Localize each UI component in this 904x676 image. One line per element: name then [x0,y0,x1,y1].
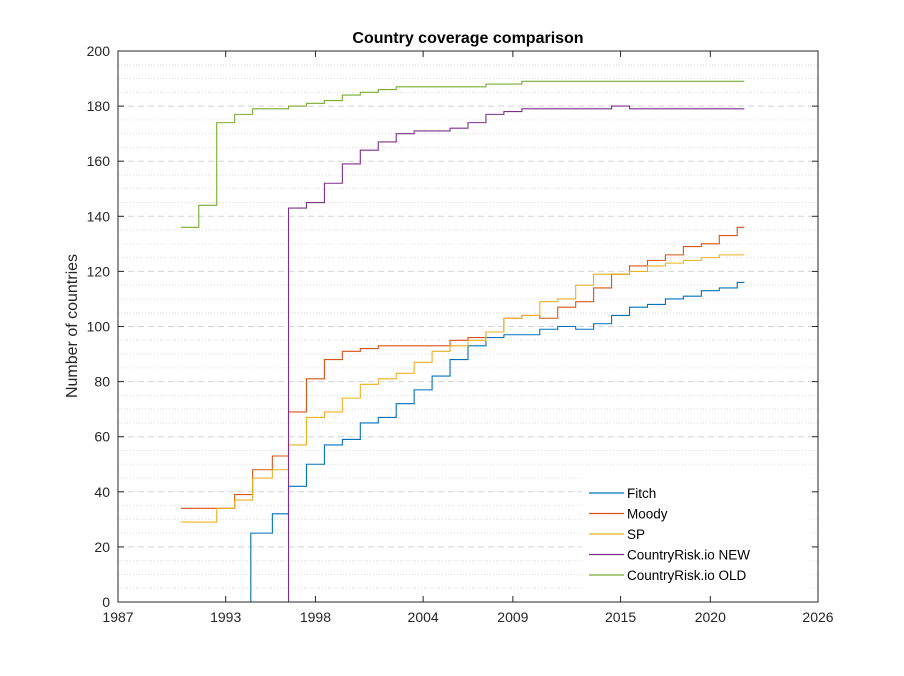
y-tick-label: 160 [87,153,111,169]
x-tick-label: 2015 [605,609,636,625]
series-line-fitch [250,281,745,602]
y-tick-label: 120 [87,263,111,279]
legend-label-countryrisk-io-new: CountryRisk.io NEW [627,548,750,563]
legend-items: Fitch Moody SP CountryRisk.io NEW CountryRis… [589,486,750,583]
y-tick-label: 180 [87,98,111,114]
legend-label-moody: Moody [627,507,668,522]
y-axis-title: Number of countries [64,254,81,398]
legend-label-sp: SP [627,527,645,542]
x-tick-label: 1993 [210,609,241,625]
y-tick-label: 60 [94,429,110,445]
x-tick-label: 1998 [300,609,331,625]
y-tick-label: 100 [87,319,111,335]
series-line-countryrisk-io-new [180,105,745,603]
x-tick-label: 1987 [102,609,133,625]
x-tick-label: 2026 [802,609,833,625]
y-tick-label: 40 [94,484,110,500]
y-tick-label: 20 [94,539,110,555]
x-tick-label: 2020 [695,609,726,625]
y-tick-label: 0 [102,594,110,610]
tick-layer: 0 20 40 60 80 100 120 140 160 180 200 1987 1993 1998 2… [87,43,834,625]
y-tick-label: 80 [94,374,110,390]
series-line-countryrisk-io-old [180,80,745,228]
legend: Fitch Moody SP CountryRisk.io NEW CountryRis… [581,477,811,590]
series-layer [180,80,745,603]
legend-label-countryrisk-io-old: CountryRisk.io OLD [627,568,747,583]
y-tick-label: 200 [87,43,111,59]
chart-title: Country coverage comparison [352,30,583,47]
y-tick-label: 140 [87,208,111,224]
x-tick-label: 2004 [408,609,439,625]
x-tick-label: 2009 [497,609,528,625]
legend-label-fitch: Fitch [627,486,656,501]
